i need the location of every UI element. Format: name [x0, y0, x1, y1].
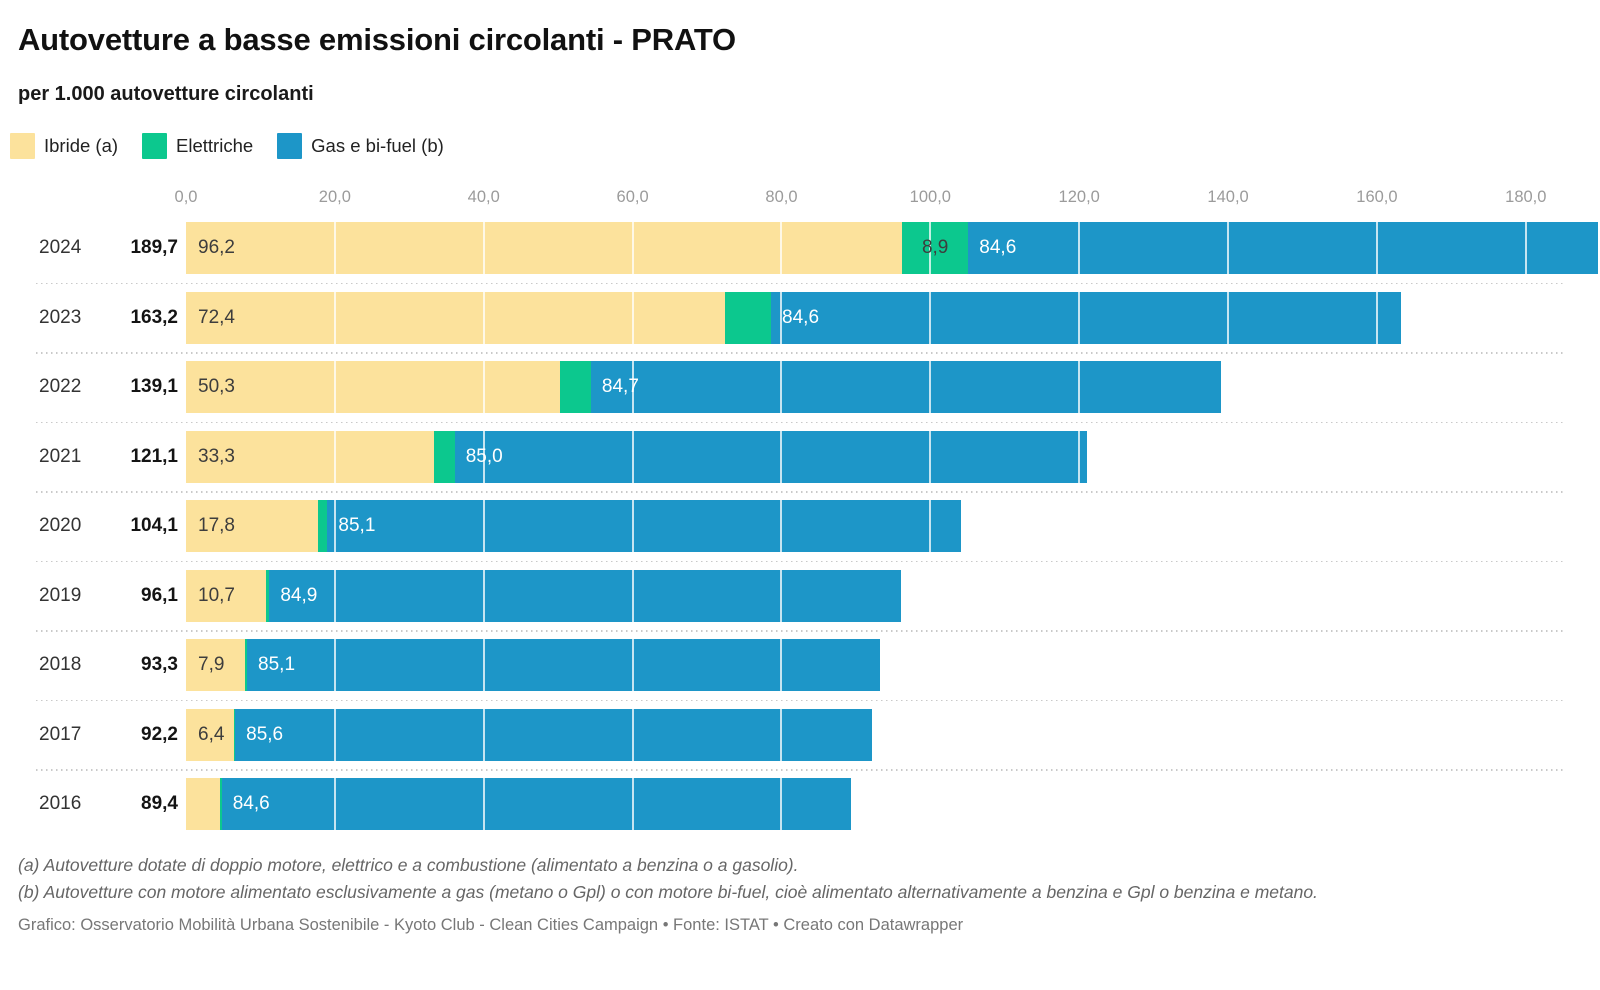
bar-segment-ibride[interactable]	[186, 222, 903, 274]
x-axis-tick: 160,0	[1356, 188, 1398, 206]
bar-segment-elettriche[interactable]	[724, 291, 772, 344]
chart-rows: 2024 189,7 96,2 8,9 84,6 2023 163,2 72,4 84,6 202…	[36, 222, 1598, 830]
chart-row-2019: 2019 96,1 10,7 84,9	[36, 560, 1598, 640]
total-value-label: 104,1	[130, 515, 178, 536]
bar-segment-gas[interactable]	[327, 500, 961, 552]
chart-row-2017: 2017 92,2 6,4 85,6	[36, 699, 1598, 779]
chart-row-2022: 2022 139,1 50,3 84,7	[36, 352, 1598, 431]
bar-segment-elettriche[interactable]	[265, 569, 270, 622]
bar-segment-elettriche[interactable]	[318, 500, 328, 552]
x-axis-tick: 100,0	[909, 188, 951, 206]
ibride-swatch-icon	[10, 133, 35, 159]
stacked-bar-chart: 0,0 20,0 40,0 60,0 80,0 100,0 120,0 140,0 160,0 1…	[18, 187, 1598, 830]
chart-row-2016: 2016 89,4 84,6	[36, 769, 1598, 830]
year-label: 2019	[39, 584, 82, 606]
stacked-bar: 17,8 85,1	[186, 500, 961, 552]
x-axis-tick: 0,0	[174, 188, 198, 206]
chart-row-2018: 2018 93,3 7,9 85,1	[36, 630, 1598, 709]
bar-segment-elettriche[interactable]	[560, 361, 591, 413]
year-label: 2018	[39, 654, 82, 675]
year-label: 2022	[39, 376, 82, 397]
x-axis-tick: 20,0	[318, 188, 351, 206]
total-value-label: 93,3	[141, 654, 178, 675]
legend-label: Ibride (a)	[44, 135, 119, 156]
bar-segment-gas[interactable]	[269, 569, 902, 622]
chart-row-2021: 2021 121,1 33,3 85,0	[36, 421, 1598, 501]
legend: Ibride (a) Elettriche Gas e bi-fuel (b)	[10, 133, 1580, 159]
bar-segment-gas[interactable]	[235, 708, 873, 761]
stacked-bar: 10,7 84,9	[186, 569, 902, 622]
stacked-bar: 72,4 84,6	[186, 291, 1401, 344]
bar-segment-ibride[interactable]	[186, 291, 725, 344]
bar-segment-elettriche[interactable]	[220, 778, 222, 830]
year-label: 2016	[39, 793, 82, 814]
x-axis-tick: 60,0	[616, 188, 649, 206]
bar-segment-ibride[interactable]	[186, 430, 434, 483]
bar-segment-gas[interactable]	[771, 291, 1401, 344]
year-label: 2023	[39, 306, 82, 328]
bar-segment-gas[interactable]	[454, 430, 1088, 483]
x-axis-tick: 80,0	[765, 188, 798, 206]
elettriche-swatch-icon	[142, 133, 168, 159]
legend-item-gas: Gas e bi-fuel (b)	[277, 133, 444, 159]
gas-swatch-icon	[277, 133, 303, 159]
x-axis-tick: 140,0	[1207, 188, 1249, 206]
total-value-label: 139,1	[130, 376, 178, 397]
chart-row-2023: 2023 163,2 72,4 84,6	[36, 282, 1598, 362]
stacked-bar: 6,4 85,6	[186, 708, 873, 761]
year-label: 2024	[39, 237, 82, 258]
total-value-label: 96,1	[141, 584, 178, 606]
year-label: 2017	[39, 723, 82, 745]
credit-line: Grafico: Osservatorio Mobilità Urbana So…	[18, 916, 964, 934]
legend-item-ibride: Ibride (a)	[10, 133, 118, 159]
stacked-bar: 50,3 84,7	[186, 361, 1222, 413]
legend-label: Elettriche	[176, 135, 254, 156]
year-label: 2021	[39, 445, 82, 467]
stacked-bar: 96,2 8,9 84,6	[186, 222, 1598, 274]
footnote-a: (a) Autovetture dotate di doppio motore,…	[18, 855, 799, 875]
x-axis-tick: 180,0	[1505, 188, 1547, 206]
legend-label: Gas e bi-fuel (b)	[311, 135, 444, 156]
bar-segment-elettriche[interactable]	[233, 708, 236, 761]
stacked-bar: 84,6	[186, 778, 852, 830]
bar-segment-ibride[interactable]	[186, 708, 234, 761]
bar-segment-ibride[interactable]	[186, 639, 245, 691]
total-value-label: 189,7	[130, 237, 178, 258]
bar-segment-ibride[interactable]	[186, 500, 319, 552]
bar-segment-ibride[interactable]	[186, 569, 266, 622]
legend-item-elettriche: Elettriche	[142, 133, 253, 159]
total-value-label: 163,2	[130, 306, 178, 328]
bar-segment-gas[interactable]	[968, 222, 1598, 274]
x-axis-tick: 120,0	[1058, 188, 1100, 206]
year-label: 2020	[39, 515, 82, 536]
bar-segment-elettriche[interactable]	[244, 639, 248, 691]
chart-row-2020: 2020 104,1 17,8 85,1	[36, 491, 1598, 570]
chart-row-2024: 2024 189,7 96,2 8,9 84,6	[39, 222, 1598, 292]
chart-title: Autovetture a basse emissioni circolanti…	[18, 22, 736, 57]
stacked-bar: 33,3 85,0	[186, 430, 1088, 483]
chart-subtitle: per 1.000 autovetture circolanti	[18, 83, 314, 105]
total-value-label: 89,4	[141, 793, 178, 814]
stacked-bar: 7,9 85,1	[186, 639, 881, 691]
bar-segment-elettriche[interactable]	[433, 430, 455, 483]
footnote-b: (b) Autovetture con motore alimentato es…	[18, 881, 1318, 902]
total-value-label: 121,1	[130, 445, 178, 467]
x-axis: 0,0 20,0 40,0 60,0 80,0 100,0 120,0 140,0 160,0 1…	[175, 187, 1580, 208]
bar-segment-gas[interactable]	[247, 639, 881, 691]
bar-segment-gas[interactable]	[590, 361, 1222, 413]
footnotes: (a) Autovetture dotate di doppio motore,…	[18, 852, 1516, 905]
x-axis-tick: 40,0	[467, 188, 500, 206]
bar-segment-elettriche[interactable]	[902, 222, 969, 274]
bar-segment-ibride[interactable]	[186, 778, 221, 830]
bar-segment-ibride[interactable]	[186, 361, 561, 413]
total-value-label: 92,2	[141, 723, 178, 745]
bar-segment-gas[interactable]	[221, 778, 852, 830]
